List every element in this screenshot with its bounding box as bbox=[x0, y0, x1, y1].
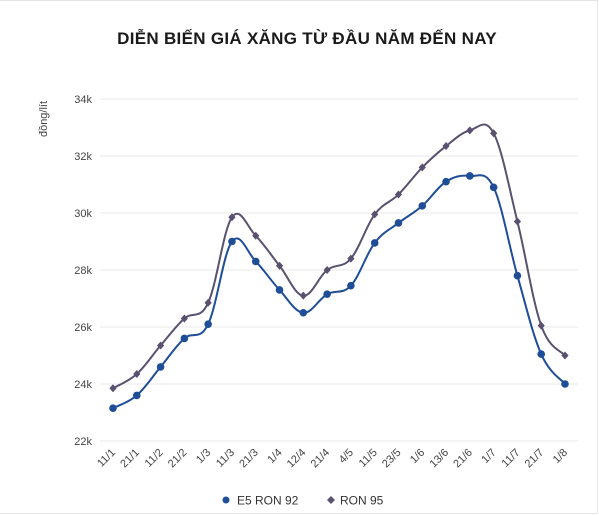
data-point-e5-ron-92[interactable] bbox=[299, 308, 308, 317]
chart-title: DIỄN BIẾN GIÁ XĂNG TỪ ĐẦU NĂM ĐẾN NAY bbox=[117, 29, 497, 48]
series-line-ron-95 bbox=[112, 123, 566, 390]
y-tick-label: 22k bbox=[74, 436, 92, 448]
data-point-e5-ron-92[interactable] bbox=[418, 202, 427, 210]
x-tick-label: 11/2 bbox=[143, 447, 166, 470]
data-point-ron-95[interactable] bbox=[109, 384, 117, 393]
data-point-e5-ron-92[interactable] bbox=[466, 172, 474, 180]
data-point-ron-95[interactable] bbox=[561, 351, 569, 360]
y-tick-label: 28k bbox=[74, 265, 92, 277]
data-point-e5-ron-92[interactable] bbox=[228, 237, 236, 246]
data-point-ron-95[interactable] bbox=[323, 266, 331, 274]
x-tick-label: 1/6 bbox=[408, 447, 427, 466]
data-point-e5-ron-92[interactable] bbox=[394, 219, 403, 227]
data-point-e5-ron-92[interactable] bbox=[156, 363, 165, 371]
legend-marker-circle-icon bbox=[222, 496, 230, 504]
legend-label-e5-ron-92: E5 RON 92 bbox=[237, 494, 299, 508]
x-tick-label: 23/5 bbox=[380, 447, 404, 471]
data-point-ron-95[interactable] bbox=[156, 341, 165, 350]
data-point-ron-95[interactable] bbox=[275, 261, 284, 270]
x-tick-label: 12/4 bbox=[285, 447, 309, 471]
data-point-ron-95[interactable] bbox=[204, 298, 212, 307]
data-point-ron-95[interactable] bbox=[537, 321, 545, 330]
x-tick-label: 4/5 bbox=[337, 447, 356, 466]
data-point-ron-95[interactable] bbox=[490, 129, 498, 138]
data-point-e5-ron-92[interactable] bbox=[561, 380, 569, 388]
data-point-e5-ron-92[interactable] bbox=[513, 271, 522, 280]
legend-marker-diamond-icon bbox=[327, 496, 335, 504]
data-point-e5-ron-92[interactable] bbox=[251, 257, 260, 266]
data-point-ron-95[interactable] bbox=[371, 210, 379, 219]
y-tick-label: 24k bbox=[74, 379, 92, 391]
series-line-e5-ron-92 bbox=[112, 174, 566, 410]
y-tick-label: 32k bbox=[74, 151, 92, 163]
data-point-e5-ron-92[interactable] bbox=[204, 320, 212, 328]
data-point-e5-ron-92[interactable] bbox=[347, 281, 355, 290]
x-tick-label: 21/4 bbox=[309, 447, 333, 471]
legend: E5 RON 92 RON 95 bbox=[222, 494, 384, 508]
data-point-ron-95[interactable] bbox=[180, 314, 188, 323]
x-tick-label: 21/2 bbox=[166, 447, 190, 471]
data-point-ron-95[interactable] bbox=[466, 126, 474, 135]
data-point-ron-95[interactable] bbox=[228, 213, 236, 222]
legend-item-e5-ron-92[interactable]: E5 RON 92 bbox=[222, 494, 299, 508]
data-point-ron-95[interactable] bbox=[418, 163, 426, 172]
x-tick-label: 11/3 bbox=[214, 447, 237, 470]
data-point-e5-ron-92[interactable] bbox=[370, 239, 379, 247]
x-tick-label: 11/7 bbox=[499, 447, 522, 470]
y-axis-label: đồng/lít bbox=[38, 101, 50, 137]
data-point-ron-95[interactable] bbox=[252, 231, 260, 240]
x-tick-label: 21/3 bbox=[237, 447, 261, 471]
x-tick-label: 13/6 bbox=[428, 447, 452, 471]
y-tick-label: 34k bbox=[74, 94, 92, 106]
data-point-e5-ron-92[interactable] bbox=[275, 286, 284, 294]
x-axis-ticks: 11/1 21/1 11/2 21/2 1/3 11/3 21/3 1/4 12/4 21/4 4/… bbox=[95, 447, 570, 471]
data-point-ron-95[interactable] bbox=[394, 190, 403, 199]
data-point-ron-95[interactable] bbox=[299, 291, 307, 300]
y-axis-ticks: 22k 24k 26k 28k 30k 32k 34k bbox=[74, 94, 92, 448]
data-point-ron-95[interactable] bbox=[442, 142, 450, 151]
x-tick-label: 21/6 bbox=[451, 447, 475, 471]
x-tick-label: 1/3 bbox=[194, 447, 213, 466]
data-point-e5-ron-92[interactable] bbox=[537, 350, 546, 358]
legend-label-ron-95: RON 95 bbox=[340, 494, 384, 508]
x-tick-label: 11/5 bbox=[357, 447, 380, 470]
data-point-e5-ron-92[interactable] bbox=[323, 290, 331, 299]
legend-item-ron-95[interactable]: RON 95 bbox=[327, 494, 384, 508]
data-point-e5-ron-92[interactable] bbox=[180, 334, 189, 343]
data-point-ron-95[interactable] bbox=[133, 370, 141, 379]
data-point-ron-95[interactable] bbox=[513, 217, 522, 226]
x-tick-label: 21/1 bbox=[118, 447, 142, 471]
series-lines bbox=[109, 123, 569, 413]
data-point-ron-95[interactable] bbox=[347, 254, 355, 263]
data-point-e5-ron-92[interactable] bbox=[489, 183, 498, 192]
data-point-e5-ron-92[interactable] bbox=[109, 404, 117, 413]
x-tick-label: 1/8 bbox=[551, 447, 570, 466]
x-tick-label: 11/1 bbox=[95, 447, 118, 470]
x-tick-label: 1/4 bbox=[265, 447, 284, 466]
data-point-e5-ron-92[interactable] bbox=[442, 177, 450, 186]
data-point-e5-ron-92[interactable] bbox=[132, 391, 141, 400]
x-tick-label: 1/7 bbox=[479, 447, 498, 466]
y-tick-label: 26k bbox=[74, 322, 92, 334]
grid-lines bbox=[100, 98, 578, 442]
x-tick-label: 21/7 bbox=[523, 447, 547, 471]
y-tick-label: 30k bbox=[74, 208, 92, 220]
